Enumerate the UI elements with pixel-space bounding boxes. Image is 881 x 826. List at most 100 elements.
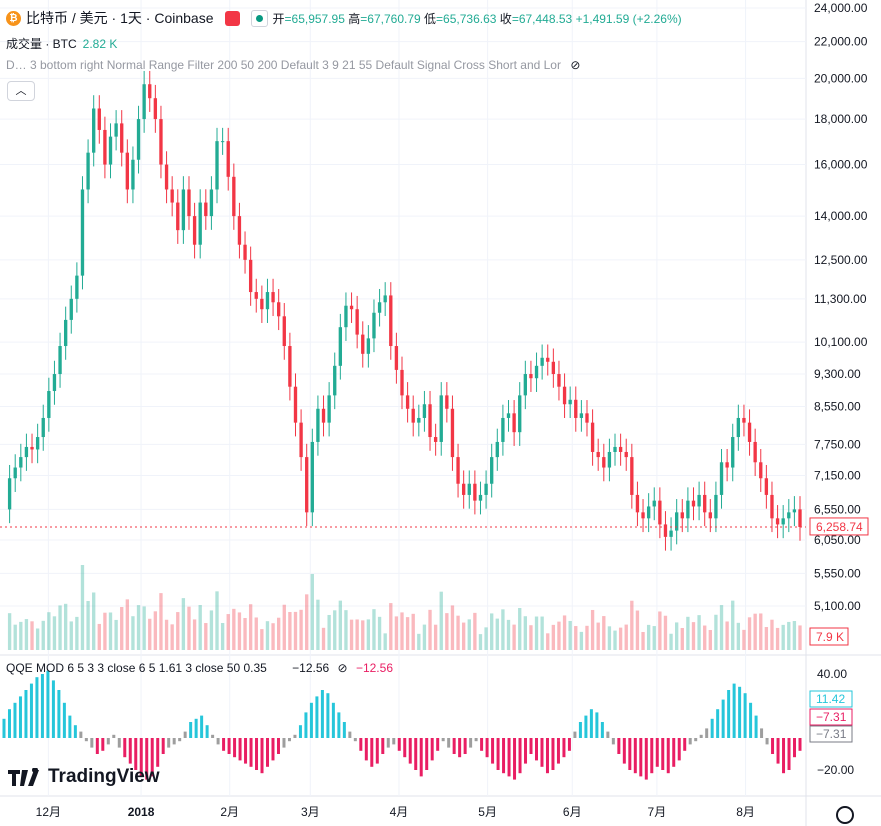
candle-body [607, 451, 612, 468]
volume-bar [787, 621, 791, 650]
volume-bar [675, 622, 679, 650]
qqe-bar [112, 734, 116, 738]
volume-bar [215, 591, 219, 650]
qqe-bar [353, 738, 357, 742]
candle-body [613, 446, 617, 452]
time-tick-label: 5月 [478, 805, 497, 819]
candle-body [675, 512, 679, 531]
qqe-bar [29, 683, 33, 738]
qqe-bar [556, 738, 560, 764]
volume-bar [764, 627, 769, 650]
candle-body [164, 164, 169, 190]
qqe-bar [611, 738, 615, 745]
qqe-bar [743, 693, 747, 738]
qqe-bar [244, 738, 248, 764]
collapse-legend-button[interactable]: ︿ [7, 81, 35, 101]
eye-slash-icon[interactable]: ⊘ [570, 58, 581, 72]
candle-body [198, 202, 202, 245]
qqe-bar [480, 738, 484, 751]
qqe-bar [754, 715, 758, 738]
flag-icon[interactable] [224, 10, 240, 26]
volume-bar [204, 623, 208, 650]
candle-body [344, 305, 348, 328]
candle-body [411, 408, 415, 423]
candle-body [534, 365, 539, 379]
qqe-bar [787, 738, 791, 770]
price-tick-label: 8,550.00 [814, 400, 861, 414]
volume-bar [624, 624, 628, 650]
volume-bar [136, 605, 141, 650]
candle-body [512, 413, 516, 433]
settings-icon[interactable] [836, 806, 854, 824]
volume-bar [714, 614, 718, 650]
candle-body [125, 152, 129, 190]
qqe-bar [233, 738, 237, 758]
tradingview-logo[interactable]: TradingView [8, 766, 160, 788]
candle-body [372, 312, 376, 339]
volume-bar [686, 616, 690, 650]
candle-body [69, 298, 73, 320]
volume-bar [411, 613, 415, 650]
qqe-bar [452, 738, 456, 754]
volume-bar [187, 606, 191, 650]
indicator-legend[interactable]: D… 3 bottom right Normal Range Filter 20… [6, 58, 581, 72]
candle-body [271, 292, 275, 303]
dot-icon[interactable] [250, 9, 268, 27]
symbol-title[interactable]: 比特币 / 美元 · 1天 · Coinbase [26, 10, 214, 26]
volume-bar [299, 609, 303, 650]
volume-bar [349, 619, 354, 650]
eye-slash-icon[interactable]: ⊘ [337, 661, 348, 675]
candle-body [568, 399, 572, 405]
volume-bar [417, 633, 421, 650]
candle-body [551, 361, 556, 375]
volume-bar [792, 621, 797, 650]
volume-bar [574, 626, 578, 650]
volume-bar [327, 614, 331, 650]
volume-bar [562, 615, 567, 650]
qqe-bar [7, 709, 11, 738]
volume-bar [540, 616, 544, 650]
volume-bar [288, 612, 292, 650]
qqe-value-badge [809, 725, 853, 743]
volume-bar [277, 617, 281, 650]
qqe-bar [315, 696, 319, 738]
candle-body [338, 327, 343, 366]
qqe-bar [298, 725, 302, 738]
candle-body [439, 395, 443, 442]
qqe-bar [194, 718, 198, 738]
qqe-bar [145, 738, 149, 780]
candle-body [63, 319, 68, 347]
candle-body [725, 462, 729, 468]
volume-bar [103, 612, 107, 650]
volume-bar [770, 619, 774, 650]
candle-body [321, 408, 326, 423]
candle-body [484, 483, 488, 495]
qqe-bar [782, 738, 786, 774]
price-tick-label: 9,300.00 [814, 367, 861, 381]
volume-bar [579, 631, 584, 650]
volume-bar [232, 608, 236, 650]
volume-bar [181, 598, 186, 650]
candle-body [299, 422, 303, 458]
qqe-bar [211, 734, 215, 738]
candle-body [546, 357, 550, 362]
volume-bar [377, 616, 382, 650]
candle-body [41, 417, 45, 438]
symbol-header: ₿ 比特币 / 美元 · 1天 · Coinbase 开=65,957.95 高… [6, 8, 682, 28]
qqe-bar [469, 738, 473, 748]
qqe-bar [309, 702, 313, 738]
volume-bar [58, 605, 62, 650]
qqe-bar [441, 738, 445, 742]
qqe-bar [578, 722, 582, 738]
volume-bar [495, 618, 499, 650]
qqe-bar [57, 690, 61, 738]
volume-bar [192, 619, 197, 650]
volume-bar [310, 574, 314, 650]
qqe-bar [106, 738, 110, 745]
candle-body [237, 216, 242, 245]
qqe-bar [68, 715, 72, 738]
last-price-badge [809, 517, 869, 536]
volume-bar [153, 611, 158, 650]
qqe-bar [178, 738, 182, 742]
